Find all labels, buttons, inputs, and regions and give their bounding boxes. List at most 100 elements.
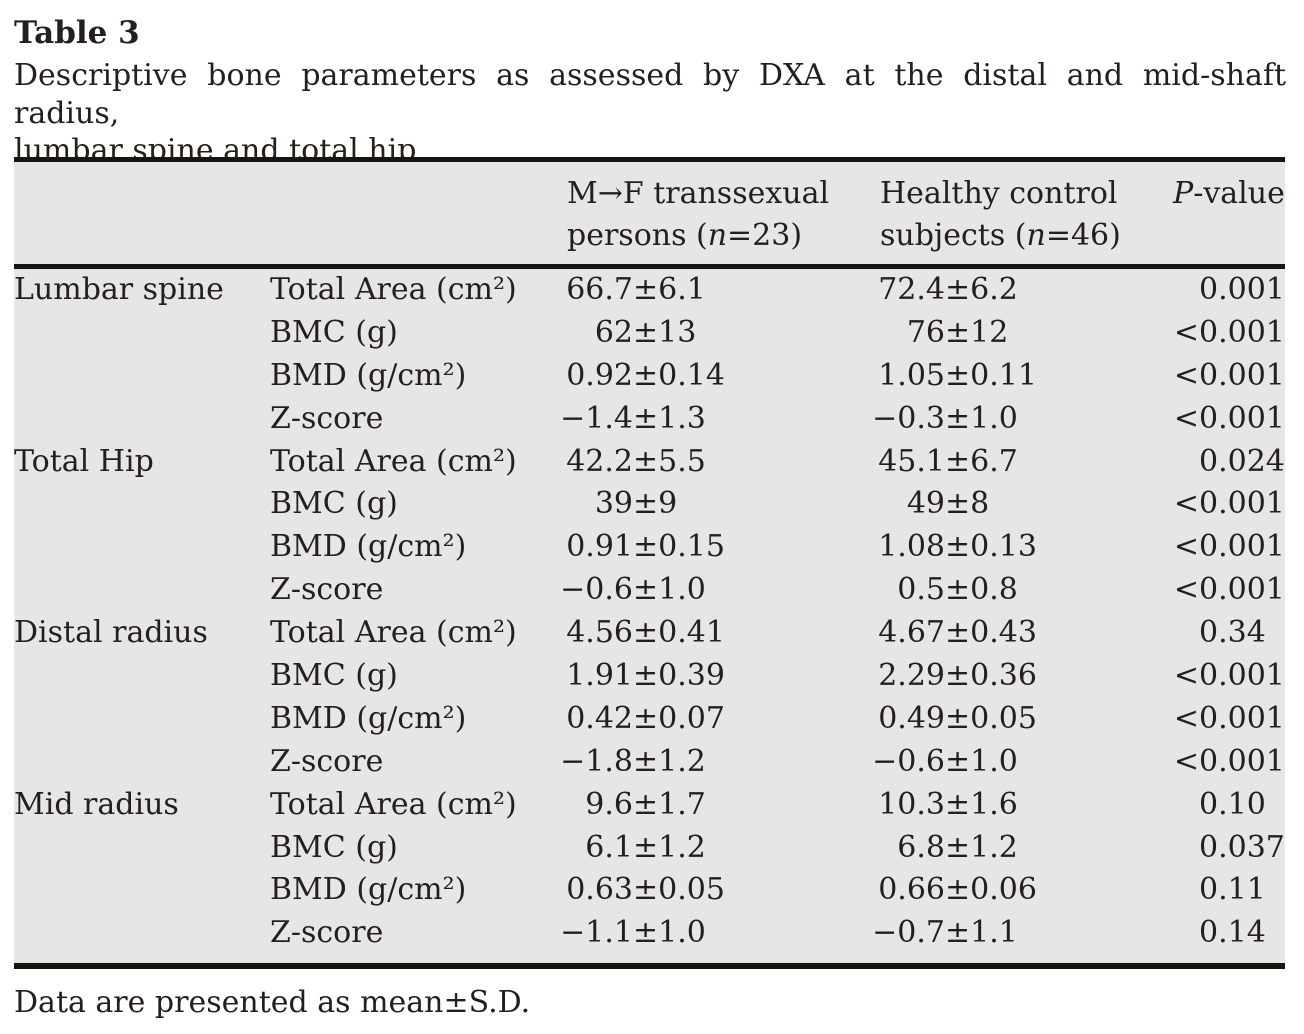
control-value: 1.08±0.13 — [872, 526, 1173, 569]
control-value: 2.29±0.36 — [872, 655, 1173, 698]
region-label — [14, 912, 270, 955]
less-than-sign: < — [1173, 658, 1199, 694]
mean: 0.91 — [566, 529, 633, 565]
control-value: 45.1±6.7 — [872, 441, 1173, 484]
region-label: Distal radius — [14, 615, 208, 651]
mean: 66.7 — [566, 272, 633, 307]
caption-line-1: Descriptive bone parameters as assessed … — [14, 58, 1286, 131]
region-label — [14, 741, 270, 784]
header-mf-group: M→F transsexual persons (n=23) — [560, 167, 872, 257]
control-value: −0.3±1.0 — [872, 398, 1173, 441]
control-value: 6.8±1.2 — [872, 827, 1173, 870]
control-value: 10.3±1.6 — [872, 784, 1173, 827]
less-than-sign: < — [1173, 314, 1199, 350]
mean: 76 — [906, 314, 945, 350]
mean: 10.3 — [878, 786, 945, 822]
region-label — [14, 869, 270, 912]
text: persons ( — [567, 218, 708, 253]
sd: ±0.41 — [633, 615, 725, 651]
mean: 1.08 — [878, 529, 945, 565]
mean: 0.49 — [878, 700, 945, 736]
mean: 39 — [594, 486, 633, 522]
mean: 62 — [594, 314, 633, 350]
sd: ±1.0 — [633, 915, 706, 951]
mf-value: 6.1±1.2 — [560, 827, 872, 870]
p-value: <0.001 — [1173, 655, 1285, 698]
mf-value: 0.91±0.15 — [560, 526, 872, 569]
p-number: 0.001 — [1199, 357, 1285, 393]
parameter-label: BMC (g) — [270, 829, 398, 865]
less-than-sign: < — [1173, 743, 1199, 779]
header-pvalue: P-value — [1173, 167, 1285, 257]
p-value: 0.11 — [1173, 869, 1285, 912]
sd: ±13 — [633, 314, 697, 350]
mf-value: 62±13 — [560, 312, 872, 355]
p-value: 0.001 — [1173, 269, 1285, 312]
p-value: 0.024 — [1173, 441, 1285, 484]
region-label — [14, 569, 270, 612]
header-mf-line2: persons (n=23) — [567, 215, 872, 257]
p-number: 0.001 — [1199, 272, 1285, 307]
sd: ±0.05 — [633, 872, 725, 908]
region-label: Lumbar spine — [14, 272, 224, 307]
parameter-label: Z-score — [270, 743, 384, 779]
mean: 0.63 — [566, 872, 633, 908]
header-parameter-spacer — [270, 167, 560, 257]
less-than-sign: < — [1173, 357, 1199, 393]
p-value: <0.001 — [1173, 569, 1285, 612]
table-bottom-rule — [14, 963, 1285, 969]
control-value: 4.67±0.43 — [872, 612, 1173, 655]
p-number: 0.001 — [1199, 314, 1285, 350]
mf-value: 0.42±0.07 — [560, 698, 872, 741]
region-label — [14, 827, 270, 870]
region-label — [14, 526, 270, 569]
table-top-rule — [14, 157, 1285, 162]
mean: 4.56 — [566, 615, 633, 651]
control-value: 0.49±0.05 — [872, 698, 1173, 741]
parameter-label: Total Area (cm²) — [270, 272, 517, 307]
mf-value: 9.6±1.7 — [560, 784, 872, 827]
region-label — [14, 698, 270, 741]
parameter-label: Total Area (cm²) — [270, 786, 517, 822]
mf-value: −1.8±1.2 — [560, 741, 872, 784]
mean: 0.5 — [897, 572, 945, 608]
italic-text: P — [1173, 176, 1194, 211]
sd: ±1.0 — [945, 743, 1018, 779]
mean: 0.92 — [566, 357, 633, 393]
sd: ±1.3 — [633, 400, 706, 436]
sd: ±12 — [945, 314, 1009, 350]
parameter-label: BMD (g/cm²) — [270, 700, 467, 736]
sd: ±1.1 — [945, 915, 1018, 951]
sd: ±1.0 — [633, 572, 706, 608]
table-header-row: M→F transsexual persons (n=23) Healthy c… — [14, 167, 1285, 257]
table-header-rule — [14, 264, 1285, 269]
region-label: Total Hip — [14, 443, 154, 479]
p-number: 0.024 — [1199, 443, 1285, 479]
p-number: 0.001 — [1199, 572, 1285, 608]
mf-value: 39±9 — [560, 483, 872, 526]
mean: 6.8 — [897, 829, 945, 865]
p-number: 0.34 — [1199, 615, 1266, 651]
sd: ±0.13 — [945, 529, 1037, 565]
p-number: 0.037 — [1199, 829, 1285, 865]
sd: ±0.39 — [633, 658, 725, 694]
sd: ±0.15 — [633, 529, 725, 565]
p-number: 0.14 — [1199, 915, 1266, 951]
table-number-label: Table 3 — [14, 15, 140, 51]
p-value: <0.001 — [1173, 398, 1285, 441]
less-than-sign: < — [1173, 486, 1199, 522]
table-footnote: Data are presented as mean±S.D. — [14, 985, 531, 1020]
mf-value: 4.56±0.41 — [560, 612, 872, 655]
p-number: 0.001 — [1199, 700, 1285, 736]
parameter-label: Total Area (cm²) — [270, 443, 517, 479]
mean: 1.91 — [566, 658, 633, 694]
mean: −1.4 — [560, 400, 633, 436]
sd: ±8 — [945, 486, 990, 522]
region-label: Mid radius — [14, 786, 179, 822]
parameter-label: Total Area (cm²) — [270, 615, 517, 651]
p-value: <0.001 — [1173, 312, 1285, 355]
parameter-label: Z-score — [270, 915, 384, 951]
p-value: <0.001 — [1173, 698, 1285, 741]
less-than-sign: < — [1173, 572, 1199, 608]
